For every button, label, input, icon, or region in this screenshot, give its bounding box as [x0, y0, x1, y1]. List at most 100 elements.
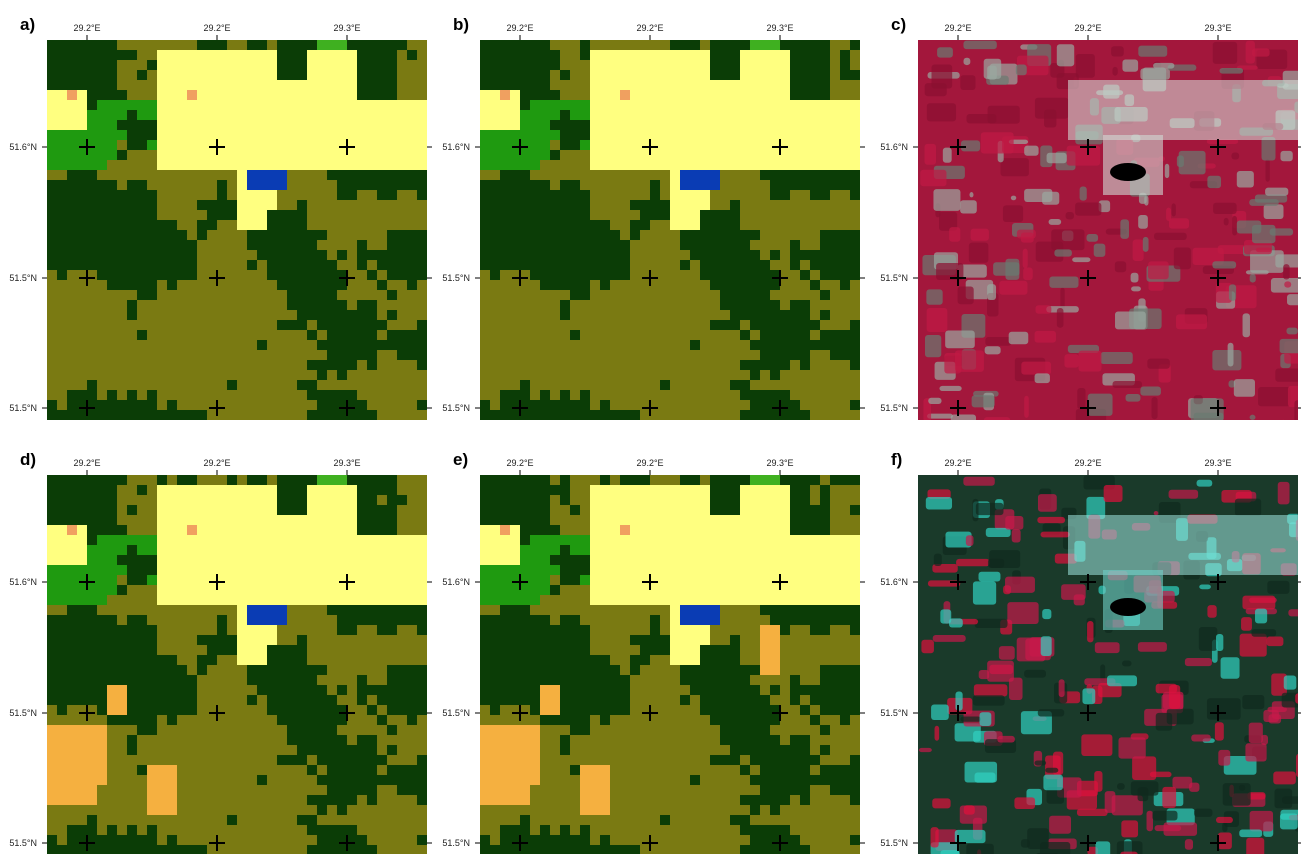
land-cover-cell — [157, 380, 168, 391]
land-cover-cell — [730, 90, 741, 101]
land-cover-cell — [97, 815, 108, 826]
land-cover-cell — [840, 170, 851, 181]
land-cover-cell — [580, 380, 591, 391]
satellite-patch — [1262, 137, 1276, 160]
land-cover-cell — [630, 170, 641, 181]
land-cover-cell — [167, 695, 178, 706]
land-cover-cell — [580, 535, 591, 546]
land-cover-cell — [47, 300, 58, 311]
land-cover-cell — [337, 180, 348, 191]
land-cover-cell — [670, 180, 681, 191]
land-cover-cell — [137, 705, 148, 716]
land-cover-cell — [600, 350, 611, 361]
land-cover-cell — [187, 320, 198, 331]
land-cover-cell — [147, 110, 158, 121]
land-cover-cell — [357, 675, 368, 686]
land-cover-cell — [690, 370, 701, 381]
land-cover-cell — [397, 845, 408, 854]
land-cover-cell — [297, 360, 308, 371]
land-cover-cell — [197, 595, 208, 606]
land-cover-cell — [207, 575, 218, 586]
land-cover-cell — [407, 585, 418, 596]
land-cover-cell — [510, 360, 521, 371]
satellite-patch — [1111, 46, 1124, 56]
land-cover-cell — [407, 340, 418, 351]
land-cover-cell — [297, 280, 308, 291]
land-cover-cell — [117, 330, 128, 341]
land-cover-cell — [107, 805, 118, 816]
land-cover-cell — [187, 655, 198, 666]
land-cover-cell — [287, 725, 298, 736]
land-cover-cell — [337, 60, 348, 71]
land-cover-cell — [790, 270, 801, 281]
land-cover-cell — [47, 110, 58, 121]
land-cover-cell — [157, 795, 168, 806]
land-cover-cell — [620, 120, 631, 131]
land-cover-cell — [510, 210, 521, 221]
land-cover-cell — [177, 240, 188, 251]
land-cover-cell — [137, 240, 148, 251]
land-cover-cell — [267, 250, 278, 261]
land-cover-cell — [407, 535, 418, 546]
land-cover-cell — [117, 695, 128, 706]
land-cover-cell — [840, 50, 851, 61]
land-cover-cell — [730, 350, 741, 361]
satellite-patch — [1023, 249, 1028, 268]
land-cover-cell — [267, 815, 278, 826]
land-cover-cell — [417, 80, 428, 91]
land-cover-cell — [187, 565, 198, 576]
land-cover-cell — [267, 50, 278, 61]
land-cover-cell — [77, 815, 88, 826]
land-cover-cell — [307, 695, 318, 706]
land-cover-cell — [257, 220, 268, 231]
land-cover-cell — [207, 775, 218, 786]
land-cover-cell — [650, 180, 661, 191]
land-cover-cell — [67, 220, 78, 231]
land-cover-cell — [417, 805, 428, 816]
land-cover-cell — [187, 190, 198, 201]
land-cover-cell — [377, 525, 388, 536]
land-cover-cell — [610, 410, 621, 421]
land-cover-cell — [77, 645, 88, 656]
satellite-patch — [1067, 146, 1100, 166]
land-cover-cell — [700, 210, 711, 221]
land-cover-cell — [237, 785, 248, 796]
land-cover-cell — [197, 505, 208, 516]
land-cover-cell — [267, 280, 278, 291]
land-cover-cell — [47, 475, 58, 486]
land-cover-cell — [307, 130, 318, 141]
satellite-patch — [1021, 362, 1051, 375]
land-cover-cell — [217, 595, 228, 606]
land-cover-cell — [207, 110, 218, 121]
land-cover-cell — [337, 715, 348, 726]
land-cover-cell — [600, 320, 611, 331]
land-cover-cell — [207, 505, 218, 516]
land-cover-cell — [770, 130, 781, 141]
land-cover-cell — [750, 370, 761, 381]
land-cover-cell — [307, 90, 318, 101]
land-cover-cell — [147, 290, 158, 301]
land-cover-cell — [580, 310, 591, 321]
land-cover-cell — [480, 545, 491, 556]
land-cover-cell — [830, 220, 841, 231]
land-cover-cell — [87, 605, 98, 616]
land-cover-cell — [197, 495, 208, 506]
land-cover-cell — [77, 595, 88, 606]
land-cover-cell — [197, 565, 208, 576]
land-cover-cell — [650, 495, 661, 506]
land-cover-cell — [407, 545, 418, 556]
land-cover-cell — [830, 230, 841, 241]
land-cover-cell — [337, 845, 348, 854]
land-cover-cell — [147, 70, 158, 81]
land-cover-cell — [157, 545, 168, 556]
satellite-patch — [1283, 264, 1289, 279]
land-cover-cell — [630, 240, 641, 251]
land-cover-cell — [277, 665, 288, 676]
land-cover-cell — [137, 765, 148, 776]
land-cover-cell — [297, 240, 308, 251]
land-cover-cell — [297, 100, 308, 111]
land-cover-cell — [197, 705, 208, 716]
land-cover-cell — [337, 675, 348, 686]
land-cover-cell — [327, 140, 338, 151]
land-cover-cell — [67, 625, 78, 636]
